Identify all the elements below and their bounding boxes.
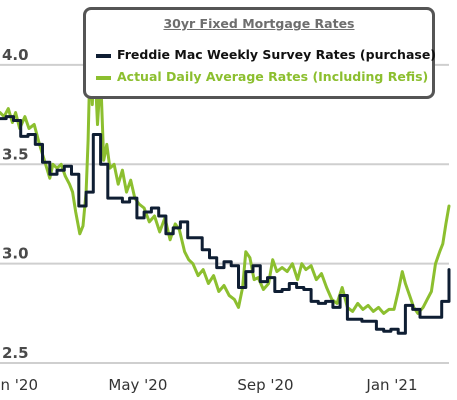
series-line-1 (0, 51, 451, 315)
legend-entry-daily-average: Actual Daily Average Rates (Including Re… (96, 69, 428, 84)
x-tick-label: Jan '20 (0, 376, 38, 394)
y-tick-label: 4.0 (2, 46, 29, 64)
legend-entry-freddie-mac: Freddie Mac Weekly Survey Rates (purchas… (96, 47, 436, 62)
x-tick-label: Sep '20 (237, 376, 293, 394)
x-tick-label: Jan '21 (365, 376, 417, 394)
legend-swatch-freddie-mac (96, 53, 111, 58)
y-tick-label: 3.0 (2, 245, 29, 263)
series-line-0 (0, 115, 451, 335)
legend-label-daily-average: Actual Daily Average Rates (Including Re… (117, 69, 429, 84)
chart-grid (0, 63, 449, 365)
chart-legend: 30yr Fixed Mortgage Rates Freddie Mac We… (83, 7, 436, 99)
legend-label-freddie-mac: Freddie Mac Weekly Survey Rates (purchas… (117, 47, 437, 62)
y-tick-label: 2.5 (2, 344, 29, 362)
x-tick-label: May '20 (108, 376, 167, 394)
x-axis: Jan '20 May '20 Sep '20 Jan '21 (0, 376, 418, 394)
y-axis: 2.5 3.0 3.5 4.0 (2, 46, 29, 362)
y-tick-label: 3.5 (2, 145, 29, 163)
legend-swatch-daily-average (96, 75, 111, 80)
chart-title: 30yr Fixed Mortgage Rates (163, 16, 355, 31)
chart-series (0, 51, 451, 335)
